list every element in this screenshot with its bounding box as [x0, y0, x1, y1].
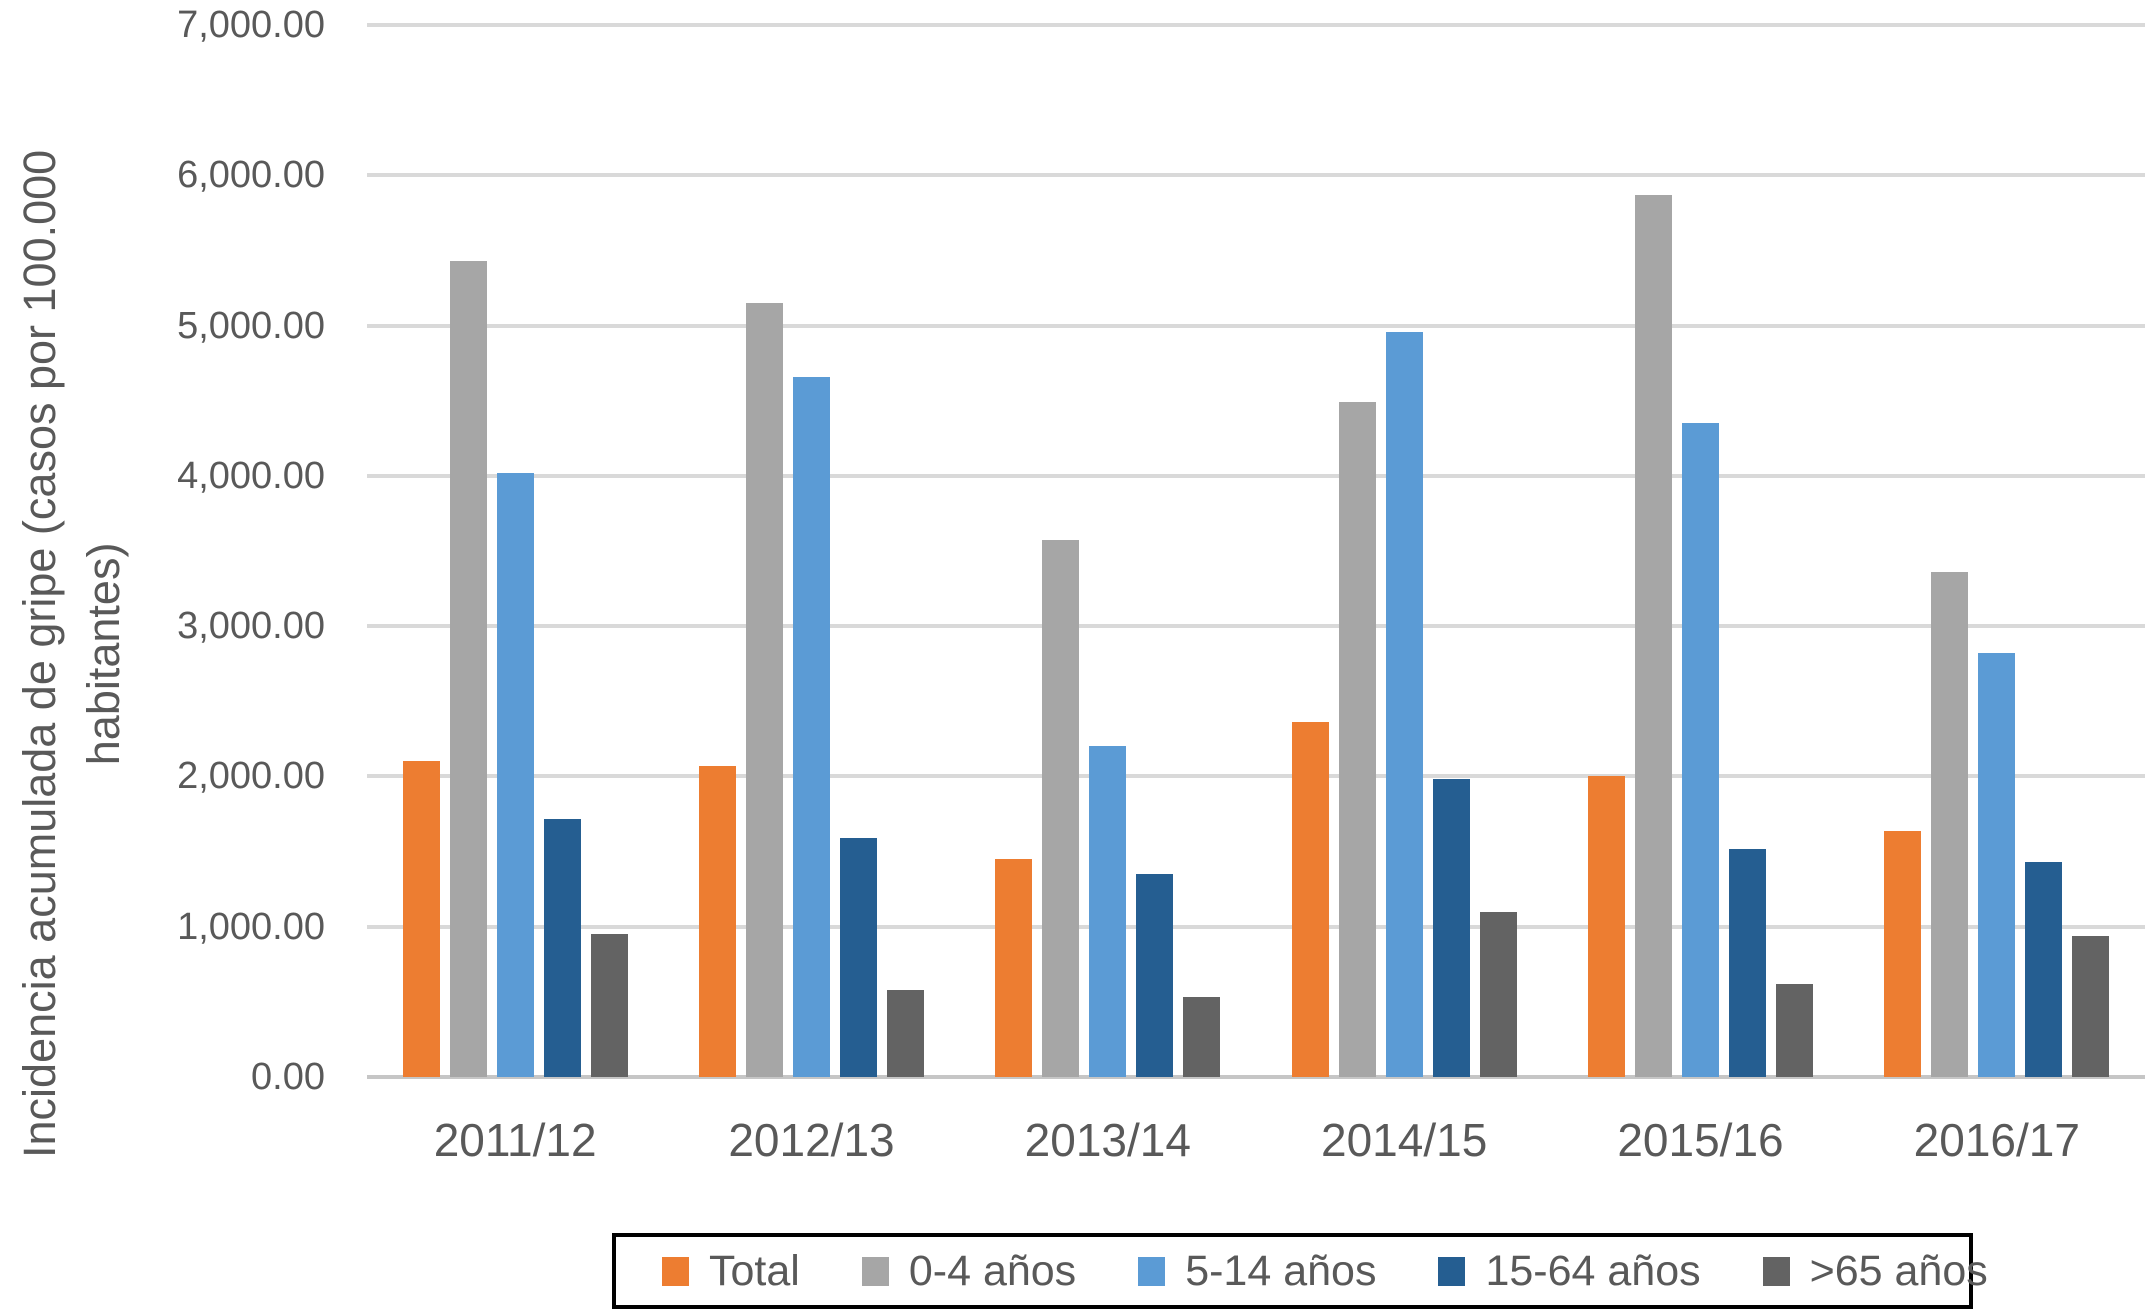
x-axis-label: 2012/13	[728, 1114, 895, 1166]
bar	[1291, 722, 1329, 1077]
bar-group-2016/17: 2016/17	[1849, 25, 2145, 1166]
y-tick-label: 4,000.00	[177, 454, 325, 497]
gridline-4000	[367, 473, 2145, 478]
legend-swatch	[1438, 1256, 1466, 1286]
y-tick-label: 0.00	[251, 1056, 325, 1098]
y-tick-label: 6,000.00	[177, 154, 325, 197]
bar	[1728, 848, 1766, 1077]
y-tick-label: 2,000.00	[177, 755, 325, 798]
legend-label: >65 años	[1809, 1246, 1988, 1295]
bar	[402, 761, 440, 1077]
bar-group-2013/14: 2013/14	[960, 25, 1256, 1166]
y-tick-label: 7,000.00	[177, 4, 325, 46]
bar	[1385, 331, 1423, 1077]
bar-group-2011/12: 2011/12	[367, 25, 663, 1166]
x-axis-label: 2015/16	[1617, 1114, 1784, 1166]
y-tick-label: 5,000.00	[177, 304, 325, 347]
bar-group-2015/16: 2015/16	[1552, 25, 1848, 1166]
gridline-3000	[367, 624, 2145, 629]
bar	[1681, 423, 1719, 1077]
bar	[590, 934, 628, 1077]
bar	[1978, 653, 2016, 1077]
bar	[543, 818, 581, 1077]
gridline-7000	[367, 23, 2145, 27]
bar	[496, 472, 534, 1077]
x-axis-label: 2011/12	[433, 1114, 597, 1166]
bar	[745, 303, 783, 1077]
bar	[1042, 540, 1080, 1077]
bar	[886, 989, 924, 1077]
gridline-5000	[367, 323, 2145, 328]
gridline-1000	[367, 924, 2145, 929]
bar	[1479, 911, 1517, 1077]
plot-area: 2011/12 2012/13 2013/14 2014/15 2015/16 2016/…	[177, 6, 2145, 1166]
legend-label: 0-4 años	[908, 1246, 1077, 1295]
bar	[1587, 776, 1625, 1077]
y-tick-label: 3,000.00	[177, 605, 325, 648]
bar	[1931, 572, 1969, 1077]
legend-swatch	[662, 1256, 689, 1286]
gridline-6000	[367, 173, 2145, 178]
bar-group-2014/15: 2014/15	[1256, 25, 1552, 1166]
bar	[1634, 194, 1672, 1077]
y-tick-label: 1,000.00	[177, 905, 325, 948]
bar	[995, 859, 1033, 1077]
bar	[1884, 830, 1922, 1077]
bar-group-2012/13: 2012/13	[663, 25, 959, 1166]
bar	[449, 260, 487, 1077]
bar-groups: 2011/12 2012/13 2013/14 2014/15 2015/16 2016/…	[367, 25, 2145, 1166]
x-axis-label: 2016/17	[1913, 1114, 2080, 1166]
x-axis-label: 2014/15	[1321, 1114, 1488, 1166]
bar	[2072, 935, 2110, 1077]
gridline-2000	[367, 774, 2145, 779]
legend-item: 0-4 años	[861, 1246, 1077, 1296]
bar	[1089, 746, 1127, 1077]
bar	[1183, 997, 1221, 1077]
legend-label: Total	[709, 1246, 800, 1295]
legend-item: 15-64 años	[1438, 1246, 1701, 1296]
bar	[1775, 983, 1813, 1077]
legend-item: 5-14 años	[1138, 1247, 1376, 1296]
bar	[839, 838, 877, 1077]
legend-swatch	[1762, 1256, 1790, 1286]
legend-swatch	[1138, 1256, 1166, 1286]
legend-swatch	[861, 1256, 889, 1286]
x-axis-label: 2013/14	[1024, 1114, 1191, 1166]
bar	[1432, 779, 1470, 1077]
legend-item: Total	[662, 1247, 800, 1296]
bar	[792, 376, 830, 1077]
legend-label: 5-14 años	[1185, 1246, 1377, 1295]
bar	[698, 765, 736, 1077]
legend: Total 0-4 años 5-14 años 15-64 años >65 años	[612, 1233, 1988, 1309]
gridline-0	[367, 1075, 2145, 1079]
bar	[1136, 874, 1174, 1077]
legend-item: >65 años	[1762, 1246, 1988, 1296]
bar	[2025, 862, 2063, 1077]
bar	[1338, 402, 1376, 1077]
legend-label: 15-64 años	[1485, 1246, 1701, 1295]
